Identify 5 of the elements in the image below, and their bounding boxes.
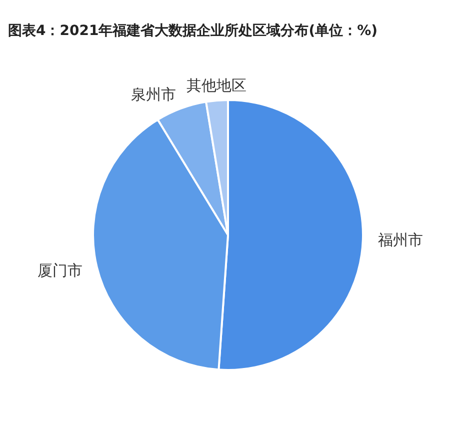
slice-label: 其他地区 — [186, 76, 246, 94]
slice-label: 泉州市 — [130, 85, 176, 104]
slice-label: 厦门市 — [37, 261, 82, 280]
slice-label: 福州市 — [378, 231, 423, 250]
chart-title: 图表4：2021年福建省大数据企业所处区域分布(单位：%) — [8, 22, 378, 39]
